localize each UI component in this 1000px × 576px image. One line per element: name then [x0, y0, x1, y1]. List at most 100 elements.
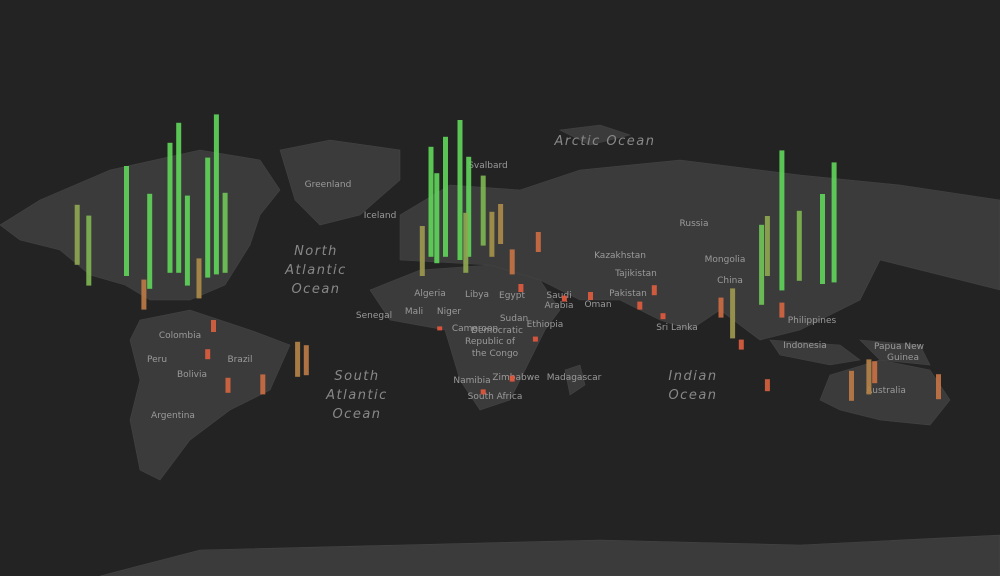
place-label: Peru [147, 355, 167, 365]
bar [463, 212, 469, 273]
ocean-label: South [334, 369, 379, 384]
place-label: Iceland [364, 211, 397, 221]
ocean-label: Ocean [291, 282, 340, 297]
place-label: Madagascar [547, 373, 602, 383]
bar [759, 224, 765, 305]
bar [764, 379, 770, 392]
place-label: Kazakhstan [594, 251, 646, 261]
ocean-label: Arctic Ocean [554, 134, 656, 149]
bar [936, 374, 941, 400]
bar [535, 232, 541, 252]
bar [718, 297, 724, 318]
ocean-label: Ocean [668, 388, 717, 403]
place-label: Sri Lanka [656, 323, 698, 333]
bar [738, 339, 744, 350]
place-label: Oman [584, 300, 611, 310]
place-label: Pakistan [609, 289, 647, 299]
bar [872, 361, 878, 384]
place-label: Australia [866, 386, 906, 396]
bar [480, 389, 486, 395]
place-label: Russia [680, 219, 709, 229]
bar [866, 359, 872, 395]
place-label: Papua New [874, 342, 924, 352]
place-label: Arabia [544, 301, 573, 311]
bar [509, 375, 515, 382]
place-label: Svalbard [468, 161, 508, 171]
bar [141, 279, 147, 310]
bar [796, 210, 802, 281]
bar [779, 302, 785, 318]
bar [295, 341, 301, 377]
bar [779, 150, 785, 291]
bar [260, 374, 266, 395]
place-label: Guinea [887, 353, 919, 363]
bar [437, 326, 443, 331]
bar [588, 292, 593, 300]
place-label: Egypt [499, 291, 525, 301]
place-label: Senegal [356, 311, 392, 321]
bar [532, 336, 538, 342]
bar [831, 162, 837, 283]
bar [205, 157, 211, 278]
bar [466, 156, 472, 257]
place-label: Saudi [546, 291, 571, 301]
place-label: South Africa [468, 392, 523, 402]
bar [419, 226, 425, 276]
bar [443, 136, 448, 257]
bar [167, 142, 173, 273]
place-label: Democratic [471, 326, 523, 336]
bar [147, 193, 153, 289]
bar [434, 173, 440, 264]
place-label: Brazil [227, 355, 252, 365]
place-label: Mali [405, 307, 423, 317]
ocean-label: Atlantic [325, 388, 388, 403]
bar [498, 204, 504, 244]
place-label: Cameroon [452, 324, 498, 334]
bar [480, 175, 486, 246]
bar [211, 320, 216, 332]
bar [457, 120, 463, 260]
ocean-label: Ocean [332, 407, 381, 422]
place-label: China [717, 276, 743, 286]
bar [820, 194, 825, 284]
bar [489, 211, 495, 257]
place-label: Zimbabwe [492, 373, 540, 383]
bar [222, 192, 228, 273]
place-label: Bolivia [177, 370, 207, 380]
bar [428, 146, 434, 257]
bar [849, 370, 854, 401]
bar [637, 301, 643, 310]
bar [651, 285, 657, 296]
place-label: Philippines [788, 316, 837, 326]
place-label: Algeria [414, 289, 446, 299]
bar [730, 288, 736, 339]
ocean-label: North [294, 244, 338, 259]
place-label: Greenland [305, 180, 352, 190]
bar [86, 215, 92, 286]
bar [561, 295, 567, 302]
place-label: Republic of [465, 337, 516, 347]
ocean-label: Indian [668, 369, 717, 384]
bars [74, 114, 941, 401]
place-label: Mongolia [705, 255, 746, 265]
bar [509, 249, 515, 275]
place-label: Ethiopia [527, 320, 564, 330]
place-label: Sudan [500, 314, 528, 324]
place-label: Tajikistan [614, 269, 657, 279]
ocean-label: Atlantic [284, 263, 347, 278]
place-label: the Congo [472, 349, 519, 359]
bar [518, 284, 524, 292]
labels: Arctic Ocean North Atlantic Ocean South Atlan… [147, 134, 924, 422]
place-label: Argentina [151, 411, 195, 421]
place-label: Namibia [453, 376, 490, 386]
place-label: Niger [437, 307, 461, 317]
bar [184, 195, 190, 286]
place-label: Indonesia [783, 341, 827, 351]
bar [213, 114, 219, 275]
bar [225, 377, 231, 393]
bar [303, 345, 309, 376]
bar [74, 204, 80, 265]
bar [196, 258, 202, 299]
place-label: Colombia [159, 331, 201, 341]
